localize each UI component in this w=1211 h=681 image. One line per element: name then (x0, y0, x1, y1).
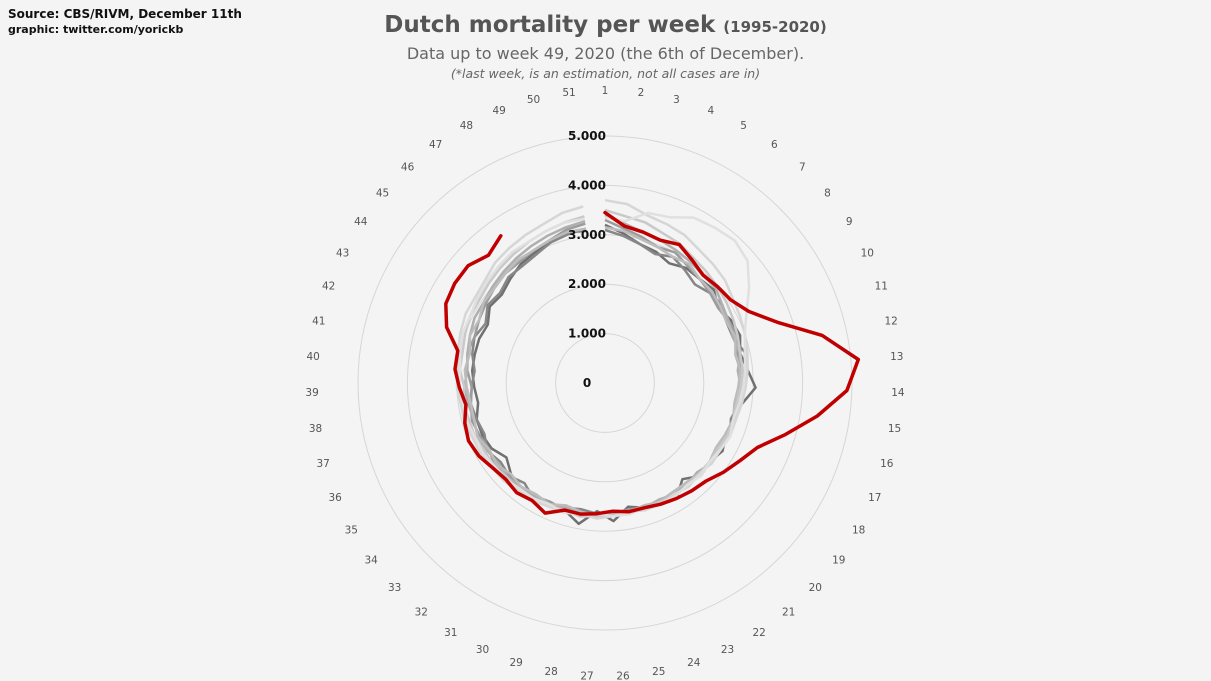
grid-ring (505, 283, 705, 483)
week-label: 37 (317, 458, 330, 470)
week-label: 6 (771, 139, 778, 151)
week-label: 34 (365, 555, 379, 567)
grid-ring (555, 333, 655, 433)
week-label: 4 (707, 105, 714, 117)
week-label: 12 (885, 315, 898, 327)
radar-grid (357, 135, 853, 631)
week-label: 17 (868, 492, 881, 504)
week-label: 49 (493, 105, 506, 117)
chart-title-main: Dutch mortality per week (384, 12, 716, 38)
week-label: 23 (721, 644, 734, 656)
radial-tick-label: 5.000 (568, 129, 606, 143)
series-line-2020 (444, 210, 861, 516)
week-label: 10 (861, 247, 874, 259)
week-label: 42 (322, 281, 335, 293)
week-label: 7 (799, 162, 806, 174)
week-label: 24 (687, 657, 701, 669)
series-line-historic-d (463, 213, 743, 516)
grid-ring (406, 184, 804, 582)
week-label: 15 (888, 423, 901, 435)
chart-title: Dutch mortality per week (1995-2020) (0, 10, 1211, 42)
week-label: 3 (673, 94, 680, 106)
week-label: 33 (388, 582, 401, 594)
chart-title-years: (1995-2020) (723, 18, 827, 36)
week-label: 14 (891, 387, 905, 399)
radial-tick-label: 4.000 (568, 178, 606, 192)
week-label: 1 (602, 85, 609, 97)
week-label: 16 (880, 458, 894, 470)
radial-tick-labels: 0 1.000 2.000 3.000 4.000 5.000 (568, 129, 606, 390)
week-label: 27 (580, 670, 593, 681)
week-label: 45 (376, 187, 389, 199)
week-label: 39 (305, 387, 318, 399)
week-label: 2 (638, 87, 645, 99)
week-label: 38 (309, 423, 322, 435)
chart-subtitle: Data up to week 49, 2020 (the 6th of Dec… (406, 44, 805, 63)
week-label: 11 (875, 281, 888, 293)
week-label: 36 (329, 492, 343, 504)
week-label: 9 (846, 216, 853, 228)
week-label: 41 (312, 315, 325, 327)
week-label: 44 (354, 216, 368, 228)
week-label: 40 (307, 351, 320, 363)
week-label: 47 (429, 139, 442, 151)
week-label: 19 (832, 555, 845, 567)
highlight-series-group (444, 210, 861, 516)
week-label: 21 (782, 606, 795, 618)
radial-tick-label: 0 (583, 376, 591, 390)
week-label: 13 (890, 351, 903, 363)
week-label: 28 (545, 666, 558, 678)
week-label: 20 (809, 582, 822, 594)
week-label: 43 (336, 247, 349, 259)
graphic-credit: graphic: twitter.com/yorickb (8, 23, 184, 36)
week-label: 29 (510, 657, 523, 669)
chart-note: (*last week, is an estimation, not all c… (450, 66, 761, 81)
radial-tick-label: 2.000 (568, 277, 606, 291)
week-label: 31 (444, 627, 457, 639)
week-label: 46 (401, 162, 415, 174)
week-label: 50 (527, 94, 540, 106)
week-label: 48 (460, 120, 473, 132)
grid-ring (357, 135, 853, 631)
week-label: 35 (345, 525, 358, 537)
week-label: 26 (616, 670, 630, 681)
series-line-historic-h (458, 211, 751, 518)
week-label: 51 (562, 87, 575, 99)
week-labels: 1 234567891011121314151617181920212223242… (305, 85, 904, 681)
chart-header: Dutch mortality per week (1995-2020) Dat… (0, 10, 1211, 83)
week-label: 22 (753, 627, 766, 639)
radial-tick-label: 1.000 (568, 327, 606, 341)
week-label: 25 (652, 666, 665, 678)
week-label: 5 (740, 120, 747, 132)
week-label: 8 (824, 187, 831, 199)
source-block: Source: CBS/RIVM, December 11th graphic:… (8, 6, 242, 38)
week-label: 32 (415, 606, 428, 618)
source-text: Source: CBS/RIVM, December 11th (8, 7, 242, 21)
week-label: 30 (476, 644, 489, 656)
week-label: 18 (852, 525, 865, 537)
radial-tick-label: 3.000 (568, 228, 606, 242)
